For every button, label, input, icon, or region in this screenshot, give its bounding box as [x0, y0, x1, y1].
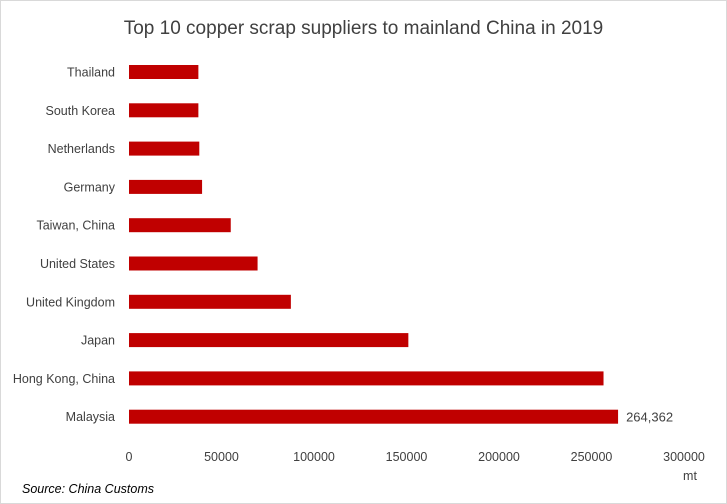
x-tick-label: 50000: [204, 450, 239, 464]
category-label-malaysia: Malaysia: [66, 410, 115, 424]
x-tick-label: 150000: [386, 450, 428, 464]
bar-netherlands: [129, 141, 200, 156]
category-label-united-kingdom: United Kingdom: [26, 295, 115, 309]
x-tick-label: 0: [126, 450, 133, 464]
chart-title: Top 10 copper scrap suppliers to mainlan…: [123, 18, 604, 39]
bars-layer: [129, 65, 619, 424]
bar-thailand: [129, 65, 199, 79]
x-axis-ticks: 0 50000 100000 150000 200000 250000 300000: [126, 450, 705, 464]
source-note: Source: China Customs: [22, 482, 155, 496]
category-label-hong-kong-china: Hong Kong, China: [13, 372, 115, 386]
data-labels: 264,362: [626, 410, 673, 425]
category-label-netherlands: Netherlands: [48, 142, 115, 156]
category-label-south-korea: South Korea: [46, 104, 116, 118]
x-tick-label: 250000: [571, 450, 613, 464]
category-label-thailand: Thailand: [67, 66, 115, 80]
bar-taiwan-china: [129, 218, 231, 233]
category-label-united-states: United States: [40, 257, 115, 271]
bar-united-states: [129, 256, 258, 271]
bar-japan: [129, 333, 409, 348]
category-label-taiwan-china: Taiwan, China: [36, 219, 115, 233]
category-label-japan: Japan: [81, 334, 115, 348]
bar-south-korea: [129, 103, 199, 118]
bar-germany: [129, 179, 203, 194]
category-labels: Thailand South Korea Netherlands Germany Tai…: [13, 66, 116, 425]
x-tick-label: 100000: [293, 450, 335, 464]
bar-malaysia: [129, 409, 619, 424]
x-axis-label: mt: [683, 469, 697, 483]
bar-united-kingdom: [129, 294, 291, 309]
x-tick-label: 300000: [663, 450, 705, 464]
bar-hong-kong-china: [129, 371, 604, 386]
x-tick-label: 200000: [478, 450, 520, 464]
category-label-germany: Germany: [64, 180, 116, 194]
data-label-malaysia: 264,362: [626, 410, 673, 425]
